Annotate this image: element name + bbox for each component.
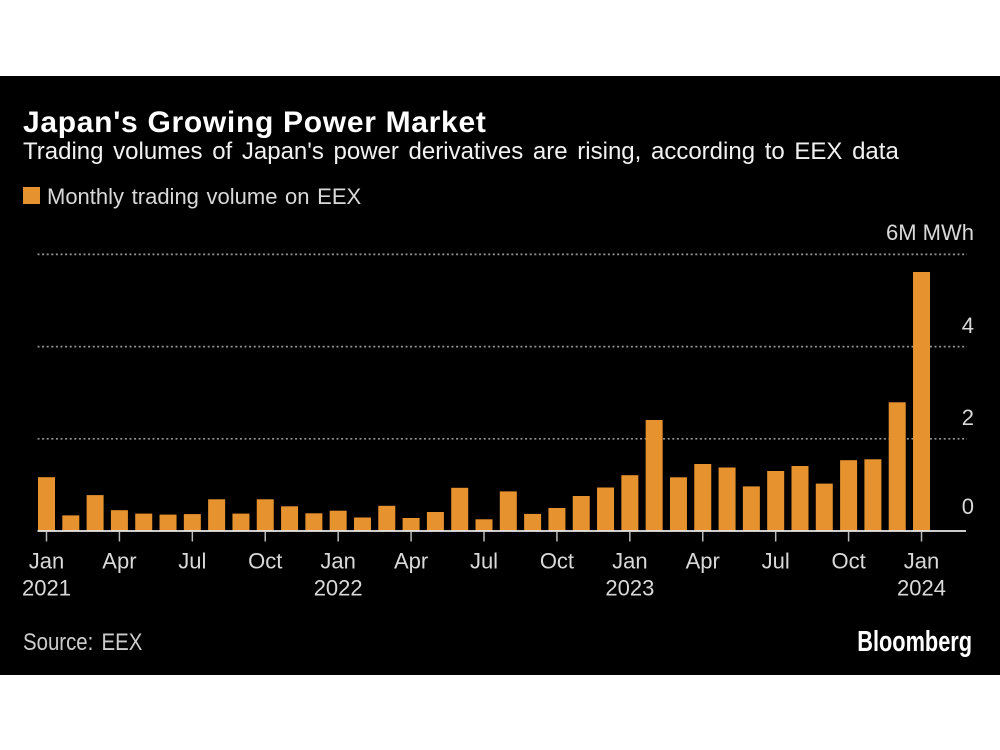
svg-text:2023: 2023 bbox=[605, 576, 654, 601]
svg-text:2022: 2022 bbox=[314, 576, 363, 601]
svg-text:Apr: Apr bbox=[686, 549, 720, 574]
svg-text:Oct: Oct bbox=[831, 549, 865, 574]
svg-text:Jan: Jan bbox=[320, 549, 355, 574]
svg-text:Jul: Jul bbox=[762, 549, 790, 574]
svg-text:2: 2 bbox=[962, 405, 974, 430]
svg-text:Jul: Jul bbox=[178, 549, 206, 574]
svg-text:0: 0 bbox=[962, 494, 974, 519]
svg-text:Oct: Oct bbox=[540, 549, 574, 574]
svg-text:2021: 2021 bbox=[22, 576, 71, 601]
svg-text:4: 4 bbox=[962, 313, 974, 338]
svg-text:Jan: Jan bbox=[904, 549, 939, 574]
svg-text:Jan: Jan bbox=[612, 549, 647, 574]
svg-text:6M MWh: 6M MWh bbox=[886, 220, 974, 245]
svg-text:Jul: Jul bbox=[470, 549, 498, 574]
svg-text:Oct: Oct bbox=[248, 549, 282, 574]
svg-text:2024: 2024 bbox=[897, 576, 946, 601]
svg-text:Jan: Jan bbox=[29, 549, 64, 574]
svg-text:Apr: Apr bbox=[394, 549, 428, 574]
svg-text:Apr: Apr bbox=[102, 549, 136, 574]
